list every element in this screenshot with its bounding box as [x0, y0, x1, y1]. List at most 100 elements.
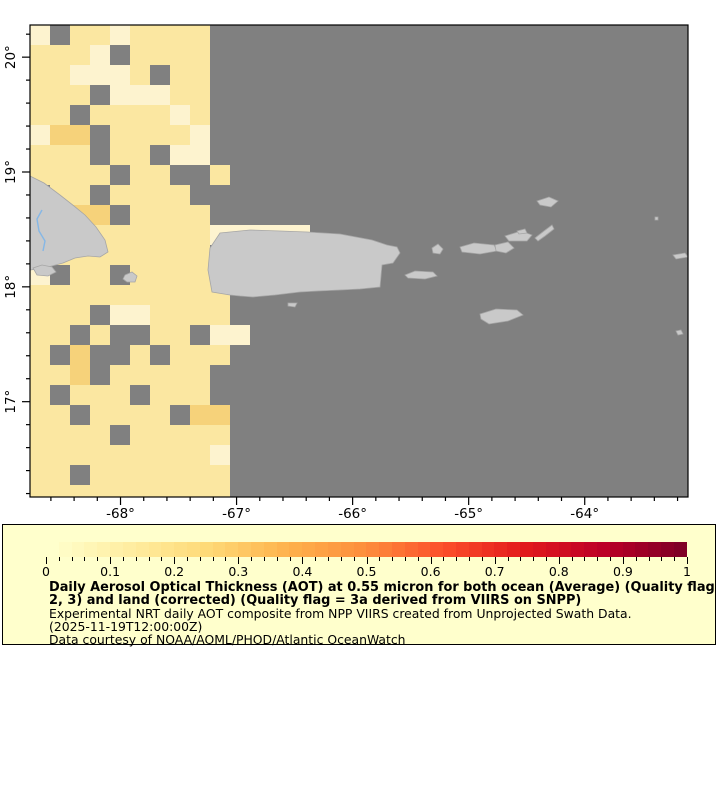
colorbar-step — [174, 542, 187, 557]
land-mona-island — [122, 271, 138, 283]
colorbar-step — [97, 542, 111, 557]
land-sombrero-islet — [654, 216, 659, 221]
legend-subtitle-line: Experimental NRT daily AOT composite fro… — [49, 605, 632, 621]
colorbar-step — [148, 542, 162, 557]
aot-data-cells — [130, 425, 230, 445]
colorbar-minor-tick — [392, 557, 394, 561]
aot-data-cells — [30, 25, 50, 45]
aot-data-cells — [70, 65, 130, 85]
colorbar-step — [622, 542, 636, 557]
colorbar-step — [468, 542, 482, 557]
colorbar-step — [596, 542, 610, 557]
aot-data-cells — [30, 465, 70, 485]
aot-data-cells — [30, 285, 230, 305]
colorbar-minor-tick — [353, 557, 355, 561]
colorbar-step — [648, 542, 661, 557]
aot-data-cells — [150, 385, 210, 405]
aot-data-cells — [130, 45, 210, 65]
x-tick-label: -66° — [338, 506, 367, 522]
colorbar-minor-tick — [199, 557, 201, 561]
colorbar-step — [225, 542, 239, 557]
colorbar-step — [276, 542, 290, 557]
colorbar-step — [186, 542, 200, 557]
colorbar-minor-tick — [533, 557, 535, 561]
colorbar-step — [71, 542, 85, 557]
aot-data-cells — [130, 345, 150, 365]
colorbar-tick-label: 0.6 — [420, 564, 441, 579]
aot-data-cells — [170, 145, 210, 165]
colorbar-minor-tick — [84, 557, 86, 561]
colorbar-minor-tick — [661, 557, 663, 561]
aot-data-cells — [30, 125, 50, 145]
aot-data-cells — [110, 185, 190, 205]
colorbar-tick-label: 0.4 — [292, 564, 313, 579]
aot-data-cells — [30, 305, 90, 325]
colorbar-ticks — [46, 557, 688, 564]
land-jost-van-dyke — [516, 228, 528, 235]
y-tick-label: 17° — [3, 390, 19, 414]
axes: -68° -67° -66° -65° -64° 20° 19° 18° 17° — [3, 33, 679, 522]
land-vieques — [404, 270, 438, 280]
colorbar-minor-tick — [507, 557, 509, 561]
colorbar-minor-tick — [276, 557, 278, 561]
colorbar-step — [584, 542, 597, 557]
colorbar-major-tick — [622, 557, 624, 564]
colorbar-step — [558, 542, 572, 557]
land-saona-island — [32, 264, 57, 277]
colorbar-minor-tick — [58, 557, 60, 561]
colorbar-minor-tick — [328, 557, 330, 561]
colorbar-step — [251, 542, 264, 557]
colorbar-minor-tick — [187, 557, 189, 561]
land-caja-de-muertos — [287, 302, 298, 308]
colorbar-step — [635, 542, 649, 557]
colorbar-minor-tick — [648, 557, 650, 561]
aot-data-cells — [30, 105, 70, 125]
y-tick-label: 18° — [3, 275, 19, 299]
colorbar-tick-label: 0.2 — [164, 564, 185, 579]
colorbar-minor-tick — [417, 557, 419, 561]
colorbar-step — [122, 542, 136, 557]
aot-data-cells — [170, 65, 210, 85]
legend-text-block: Daily Aerosol Optical Thickness (AOT) at… — [49, 581, 720, 647]
colorbar-step — [353, 542, 367, 557]
land-anegada — [536, 196, 559, 208]
colorbar-minor-tick — [97, 557, 99, 561]
colorbar-minor-tick — [148, 557, 150, 561]
aot-data-cells — [70, 345, 90, 365]
colorbar-tick-label: 0.8 — [548, 564, 569, 579]
land-saba-islet — [675, 329, 684, 336]
aot-data-cells — [30, 85, 90, 105]
colorbar-step — [212, 542, 226, 557]
y-tick-label: 20° — [3, 45, 19, 69]
colorbar-tick-label: 0.5 — [356, 564, 377, 579]
colorbar-step — [199, 542, 213, 557]
colorbar-major-tick — [366, 557, 368, 564]
aot-data-cells — [90, 45, 110, 65]
colorbar-minor-tick — [610, 557, 612, 561]
legend-title-line-2: 2, 3) and land (corrected) (Quality flag… — [49, 592, 582, 608]
colorbar-step — [456, 542, 469, 557]
colorbar-step — [110, 542, 123, 557]
colorbar-step — [135, 542, 149, 557]
colorbar-step — [571, 542, 585, 557]
colorbar-minor-tick — [674, 557, 676, 561]
aot-data-cells — [30, 165, 110, 185]
colorbar-major-tick — [302, 557, 304, 564]
land-virgin-gorda — [534, 224, 555, 242]
colorbar-tick-label: 0.1 — [100, 564, 121, 579]
x-tick-label: -65° — [454, 506, 483, 522]
colorbar-minor-tick — [584, 557, 586, 561]
colorbar-step — [263, 542, 277, 557]
colorbar-minor-tick — [263, 557, 265, 561]
colorbar-minor-tick — [404, 557, 406, 561]
aot-data-cells — [70, 365, 90, 385]
colorbar-major-tick — [430, 557, 432, 564]
aot-data-cells — [110, 305, 150, 325]
colorbar-step — [379, 542, 392, 557]
colorbar-step — [327, 542, 341, 557]
colorbar-minor-tick — [340, 557, 342, 561]
aot-data-cells — [30, 445, 210, 465]
colorbar-step — [673, 542, 687, 557]
aot-data-cells — [130, 25, 210, 45]
